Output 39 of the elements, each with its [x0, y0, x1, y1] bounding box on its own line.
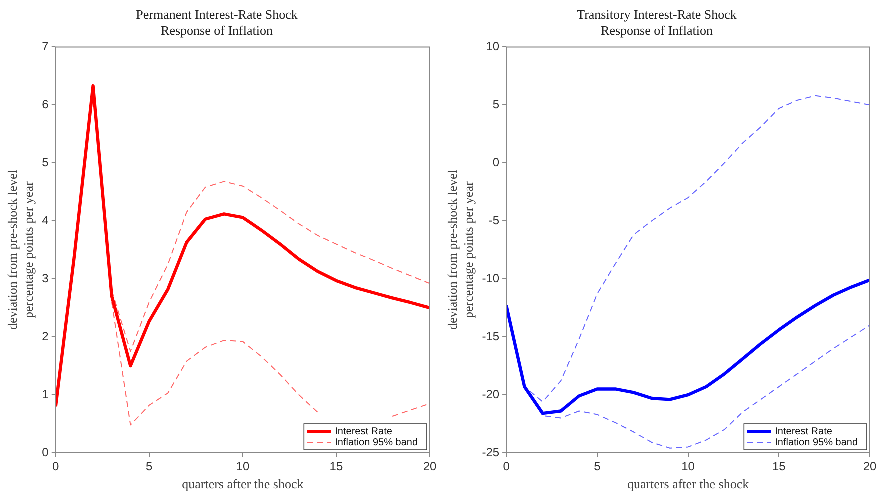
- chart-title: Transitory Interest-Rate Shock: [577, 7, 738, 22]
- x-tick-label: 20: [863, 460, 877, 474]
- y-tick-label: 5: [492, 97, 500, 112]
- chart-subtitle: Response of Inflation: [161, 22, 274, 38]
- y-tick-label: -15: [482, 329, 500, 344]
- legend-label: Inflation 95% band: [775, 437, 858, 448]
- x-axis-title: quarters after the shock: [182, 476, 304, 492]
- x-tick-label: 10: [682, 460, 696, 474]
- x-tick-label: 15: [330, 460, 344, 474]
- y-tick-label: -20: [482, 387, 500, 402]
- y-tick-label: 3: [42, 271, 50, 286]
- x-tick-label: 0: [503, 460, 510, 474]
- x-tick-label: 15: [772, 460, 786, 474]
- y-tick-label: 4: [42, 213, 50, 228]
- y-tick-label: 2: [42, 329, 50, 344]
- x-tick-label: 10: [236, 460, 250, 474]
- y-tick-label: -5: [488, 213, 500, 228]
- y-tick-label: -10: [482, 271, 500, 286]
- y-tick-label: 10: [486, 40, 500, 54]
- y-tick-label: 0: [492, 155, 500, 170]
- y-axis-title: deviation from pre-shock level percentage points per year: [5, 170, 36, 330]
- y-tick-label: 1: [42, 387, 50, 402]
- x-tick-label: 5: [146, 460, 154, 474]
- legend-label: Interest Rate: [775, 426, 833, 438]
- line-series: [111, 181, 430, 352]
- y-tick-label: 0: [42, 445, 50, 460]
- x-axis-title: quarters after the shock: [627, 476, 750, 492]
- y-tick-label: -25: [482, 445, 500, 460]
- x-tick-label: 20: [423, 460, 437, 474]
- legend-label: Inflation 95% band: [335, 437, 418, 448]
- legend-label: Interest Rate: [335, 426, 393, 438]
- x-tick-label: 5: [594, 460, 602, 474]
- y-tick-label: 5: [42, 155, 50, 170]
- y-tick-label: 7: [42, 40, 50, 54]
- y-axis-title: deviation from pre-shock level percentage points per year: [445, 170, 476, 330]
- chart-subtitle: Response of Inflation: [601, 22, 714, 38]
- y-tick-label: 6: [42, 97, 50, 112]
- chart-title: Permanent Interest-Rate Shock: [136, 7, 298, 22]
- x-tick-label: 0: [52, 460, 60, 474]
